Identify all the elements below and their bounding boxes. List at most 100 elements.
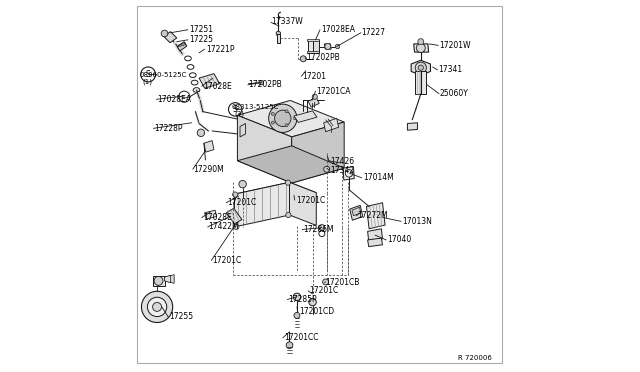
Text: 25060Y: 25060Y bbox=[440, 89, 468, 98]
Polygon shape bbox=[308, 40, 314, 53]
Text: 17028E: 17028E bbox=[203, 213, 232, 222]
Polygon shape bbox=[205, 210, 216, 219]
Text: 17422M: 17422M bbox=[209, 222, 239, 231]
Text: 17227: 17227 bbox=[362, 28, 386, 37]
Circle shape bbox=[335, 44, 340, 49]
Polygon shape bbox=[307, 39, 319, 41]
Text: 17201CC: 17201CC bbox=[284, 333, 319, 342]
Text: 17040: 17040 bbox=[387, 235, 412, 244]
Text: 17201C: 17201C bbox=[212, 256, 241, 265]
Circle shape bbox=[234, 224, 239, 230]
Circle shape bbox=[418, 39, 424, 45]
Polygon shape bbox=[352, 207, 361, 216]
Circle shape bbox=[232, 192, 238, 197]
Polygon shape bbox=[237, 115, 292, 183]
Text: 17202PB: 17202PB bbox=[248, 80, 282, 89]
Text: S: S bbox=[233, 105, 237, 114]
Circle shape bbox=[152, 302, 161, 311]
Text: 17013N: 17013N bbox=[402, 217, 432, 226]
Text: S: S bbox=[146, 70, 150, 79]
Circle shape bbox=[154, 276, 163, 285]
Circle shape bbox=[285, 110, 288, 113]
Text: 17201CA: 17201CA bbox=[316, 87, 351, 96]
Circle shape bbox=[300, 56, 306, 62]
Polygon shape bbox=[343, 167, 354, 180]
Polygon shape bbox=[237, 146, 344, 183]
Text: R 720006: R 720006 bbox=[458, 355, 492, 361]
Text: 17221P: 17221P bbox=[206, 45, 234, 54]
Circle shape bbox=[418, 65, 424, 70]
Text: 17201C: 17201C bbox=[309, 286, 338, 295]
Polygon shape bbox=[292, 122, 344, 183]
Circle shape bbox=[147, 297, 167, 317]
Text: 17286M: 17286M bbox=[303, 225, 334, 234]
Polygon shape bbox=[170, 275, 174, 283]
Circle shape bbox=[323, 279, 328, 285]
Polygon shape bbox=[164, 32, 177, 43]
Circle shape bbox=[294, 312, 300, 318]
Text: 17201C: 17201C bbox=[227, 198, 256, 207]
Polygon shape bbox=[367, 203, 385, 229]
Circle shape bbox=[285, 180, 291, 185]
Circle shape bbox=[161, 30, 168, 37]
Circle shape bbox=[415, 62, 426, 73]
Text: 17290M: 17290M bbox=[193, 165, 224, 174]
Circle shape bbox=[324, 166, 330, 172]
Polygon shape bbox=[308, 97, 319, 107]
Circle shape bbox=[286, 342, 293, 349]
Text: 17201C: 17201C bbox=[296, 196, 325, 205]
Circle shape bbox=[417, 44, 425, 52]
Circle shape bbox=[309, 298, 316, 306]
Circle shape bbox=[286, 212, 291, 218]
Polygon shape bbox=[289, 182, 316, 225]
Text: 17028E: 17028E bbox=[203, 82, 232, 91]
Circle shape bbox=[197, 129, 205, 137]
Text: 17426: 17426 bbox=[330, 157, 355, 166]
Circle shape bbox=[269, 104, 297, 132]
Text: 17028EA: 17028EA bbox=[157, 95, 191, 104]
Text: (3): (3) bbox=[234, 110, 244, 117]
Polygon shape bbox=[367, 229, 383, 241]
Polygon shape bbox=[307, 51, 319, 53]
Polygon shape bbox=[367, 238, 383, 247]
Circle shape bbox=[271, 112, 275, 115]
Text: 17342: 17342 bbox=[330, 166, 355, 175]
Polygon shape bbox=[199, 74, 220, 88]
Circle shape bbox=[259, 80, 264, 85]
Polygon shape bbox=[237, 100, 344, 137]
Text: 17201CD: 17201CD bbox=[299, 307, 334, 316]
Polygon shape bbox=[324, 118, 339, 132]
Circle shape bbox=[275, 110, 291, 126]
Polygon shape bbox=[415, 71, 426, 94]
Polygon shape bbox=[411, 60, 431, 75]
Text: 17251: 17251 bbox=[189, 25, 213, 34]
Polygon shape bbox=[240, 124, 246, 137]
Text: 17201W: 17201W bbox=[439, 41, 470, 50]
Text: 17225: 17225 bbox=[189, 35, 213, 44]
Text: 17028EA: 17028EA bbox=[321, 25, 355, 34]
Text: 17337W: 17337W bbox=[271, 17, 303, 26]
Polygon shape bbox=[204, 141, 214, 152]
Text: 17201: 17201 bbox=[302, 72, 326, 81]
Circle shape bbox=[276, 31, 280, 36]
Circle shape bbox=[312, 94, 317, 99]
Circle shape bbox=[271, 121, 275, 124]
Polygon shape bbox=[177, 42, 187, 51]
Text: 08313-5125C: 08313-5125C bbox=[232, 104, 279, 110]
Polygon shape bbox=[227, 208, 242, 224]
Circle shape bbox=[239, 180, 246, 188]
Circle shape bbox=[293, 293, 301, 301]
Text: 17341: 17341 bbox=[438, 65, 463, 74]
Circle shape bbox=[325, 44, 331, 49]
Text: 17255: 17255 bbox=[170, 312, 193, 321]
Text: 08360-5125C: 08360-5125C bbox=[140, 72, 187, 78]
Polygon shape bbox=[349, 205, 363, 220]
Text: 17285P: 17285P bbox=[289, 295, 317, 304]
Text: 17014M: 17014M bbox=[363, 173, 394, 182]
Polygon shape bbox=[294, 111, 317, 122]
Polygon shape bbox=[324, 44, 331, 49]
Text: (1): (1) bbox=[142, 78, 152, 85]
Text: 17272M: 17272M bbox=[357, 211, 388, 220]
Text: 17202PB: 17202PB bbox=[306, 53, 340, 62]
Text: 17228P: 17228P bbox=[154, 124, 183, 133]
